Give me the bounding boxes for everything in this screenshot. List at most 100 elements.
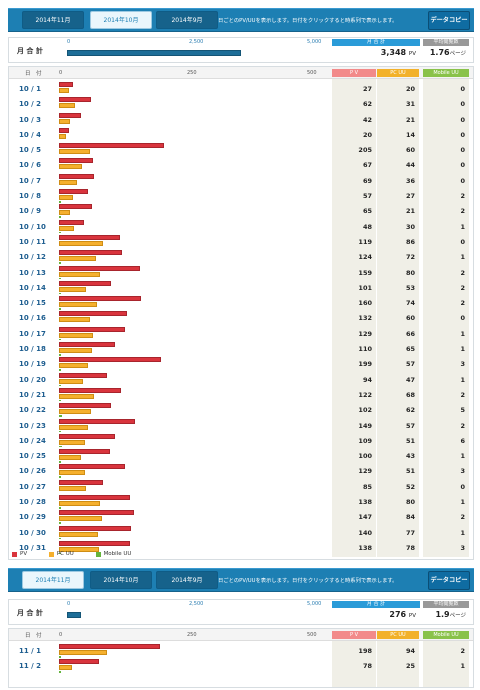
table-row[interactable]: 10 / 8 57 27 2 — [9, 188, 473, 203]
monthly-summary: 月 合 計 0 2,500 5,000 月 合 計 平均閲覧数 3,348 PV… — [8, 37, 474, 63]
table-row[interactable]: 10 / 4 20 14 0 — [9, 127, 473, 142]
table-row[interactable]: 10 / 21 122 68 2 — [9, 387, 473, 402]
row-date-link[interactable]: 10 / 18 — [19, 345, 46, 354]
table-row[interactable]: 10 / 20 94 47 1 — [9, 372, 473, 387]
row-date-link[interactable]: 10 / 13 — [19, 268, 46, 277]
table-row[interactable]: 10 / 24 109 51 6 — [9, 433, 473, 448]
row-date-link[interactable]: 10 / 29 — [19, 513, 46, 522]
legend-pc-uu: PC UU — [48, 551, 74, 557]
mobile-uu-value: 1 — [460, 375, 465, 384]
axis-tick: 500 — [307, 70, 317, 76]
pc-uu-value: 51 — [405, 436, 415, 445]
table-row[interactable]: 10 / 13 159 80 2 — [9, 265, 473, 280]
table-row[interactable]: 10 / 18 110 65 1 — [9, 341, 473, 356]
row-date-link[interactable]: 10 / 10 — [19, 222, 46, 231]
table-row[interactable]: 10 / 29 147 84 2 — [9, 509, 473, 524]
table-row[interactable]: 10 / 22 102 62 5 — [9, 402, 473, 417]
pc-uu-bar — [59, 256, 96, 262]
mobile-uu-bar — [59, 292, 61, 295]
tab-2014-10[interactable]: 2014年10月 — [90, 571, 152, 589]
row-date-link[interactable]: 10 / 24 — [19, 436, 46, 445]
table-row[interactable]: 10 / 26 129 51 3 — [9, 463, 473, 478]
table-row[interactable]: 10 / 5 205 60 0 — [9, 142, 473, 157]
row-date-link[interactable]: 10 / 5 — [19, 146, 42, 155]
row-date-link[interactable]: 10 / 1 — [19, 85, 42, 93]
row-date-link[interactable]: 10 / 27 — [19, 482, 46, 491]
row-date-link[interactable]: 10 / 16 — [19, 314, 46, 323]
mobile-uu-bar — [59, 231, 61, 234]
table-row[interactable]: 11 / 1 198 94 2 — [9, 643, 473, 658]
mobile-uu-bar — [59, 415, 62, 417]
pv-value: 132 — [358, 314, 372, 323]
row-date-link[interactable]: 10 / 15 — [19, 299, 46, 308]
row-date-link[interactable]: 10 / 14 — [19, 283, 46, 292]
row-date-link[interactable]: 10 / 7 — [19, 176, 42, 185]
row-date-link[interactable]: 10 / 12 — [19, 253, 46, 262]
table-row[interactable]: 10 / 6 67 44 0 — [9, 157, 473, 172]
table-row[interactable]: 10 / 11 119 86 0 — [9, 234, 473, 249]
table-row[interactable]: 10 / 12 124 72 1 — [9, 249, 473, 264]
table-row[interactable]: 10 / 2 62 31 0 — [9, 96, 473, 111]
table-row[interactable]: 10 / 9 65 21 2 — [9, 203, 473, 218]
table-row[interactable]: 10 / 31 138 78 3 — [9, 540, 473, 555]
row-date-link[interactable]: 10 / 21 — [19, 390, 46, 399]
tab-2014-11[interactable]: 2014年11月 — [22, 571, 84, 589]
data-copy-button[interactable]: データコピー — [428, 571, 470, 590]
chart-legend: PV PC UU Mobile UU — [12, 551, 151, 557]
row-date-link[interactable]: 10 / 28 — [19, 498, 46, 507]
table-row[interactable]: 10 / 14 101 53 2 — [9, 280, 473, 295]
legend-mobile-uu: Mobile UU — [95, 551, 131, 557]
pv-value: 67 — [362, 161, 372, 170]
row-date-link[interactable]: 10 / 2 — [19, 100, 42, 109]
table-row[interactable]: 10 / 25 100 43 1 — [9, 448, 473, 463]
row-date-link[interactable]: 11 / 1 — [19, 647, 42, 655]
pv-bar — [59, 342, 116, 348]
table-row[interactable]: 10 / 28 138 80 1 — [9, 494, 473, 509]
tab-2014-10[interactable]: 2014年10月 — [90, 11, 152, 29]
table-rows: 11 / 1 198 94 2 11 / 2 78 25 1 — [9, 643, 473, 674]
row-date-link[interactable]: 11 / 2 — [19, 662, 42, 671]
table-row[interactable]: 11 / 2 78 25 1 — [9, 658, 473, 673]
row-date-link[interactable]: 10 / 9 — [19, 207, 42, 216]
tab-2014-11[interactable]: 2014年11月 — [22, 11, 84, 29]
table-row[interactable]: 10 / 10 48 30 1 — [9, 219, 473, 234]
pv-value: 198 — [358, 647, 372, 655]
table-row[interactable]: 10 / 1 27 20 0 — [9, 81, 473, 96]
mobile-column-bg — [423, 641, 469, 687]
table-row[interactable]: 10 / 15 160 74 2 — [9, 295, 473, 310]
row-date-link[interactable]: 10 / 4 — [19, 130, 42, 139]
mobile-uu-bar — [59, 461, 61, 463]
mobile-uu-column-header: Mobile UU — [423, 69, 469, 77]
pc-uu-value: 94 — [405, 647, 415, 655]
row-date-link[interactable]: 10 / 26 — [19, 467, 46, 476]
row-date-link[interactable]: 10 / 6 — [19, 161, 42, 170]
pv-bar — [59, 510, 135, 516]
row-date-link[interactable]: 10 / 31 — [19, 543, 46, 552]
tab-2014-09[interactable]: 2014年9月 — [156, 11, 218, 29]
row-date-link[interactable]: 10 / 30 — [19, 528, 46, 537]
table-row[interactable]: 10 / 23 149 57 2 — [9, 418, 473, 433]
table-row[interactable]: 10 / 16 132 60 0 — [9, 310, 473, 325]
row-date-link[interactable]: 10 / 8 — [19, 192, 42, 201]
table-row[interactable]: 10 / 17 129 66 1 — [9, 326, 473, 341]
row-date-link[interactable]: 10 / 22 — [19, 406, 46, 415]
table-row[interactable]: 10 / 7 69 36 0 — [9, 173, 473, 188]
mobile-uu-bar — [59, 537, 61, 540]
tab-2014-09[interactable]: 2014年9月 — [156, 571, 218, 589]
table-row[interactable]: 10 / 3 42 21 0 — [9, 112, 473, 127]
row-date-link[interactable]: 10 / 17 — [19, 329, 46, 338]
row-date-link[interactable]: 10 / 11 — [19, 237, 46, 246]
table-row[interactable]: 10 / 30 140 77 1 — [9, 525, 473, 540]
row-date-link[interactable]: 10 / 3 — [19, 115, 42, 124]
row-date-link[interactable]: 10 / 19 — [19, 360, 46, 369]
table-header: 日 付 0 250 500 P V PC UU Mobile UU — [9, 67, 473, 79]
row-date-link[interactable]: 10 / 20 — [19, 375, 46, 384]
data-copy-button[interactable]: データコピー — [428, 11, 470, 30]
row-date-link[interactable]: 10 / 25 — [19, 452, 46, 461]
row-date-link[interactable]: 10 / 23 — [19, 421, 46, 430]
pc-uu-bar — [59, 133, 67, 139]
mobile-uu-bar — [59, 399, 61, 402]
table-row[interactable]: 10 / 27 85 52 0 — [9, 479, 473, 494]
table-row[interactable]: 10 / 19 199 57 3 — [9, 356, 473, 371]
